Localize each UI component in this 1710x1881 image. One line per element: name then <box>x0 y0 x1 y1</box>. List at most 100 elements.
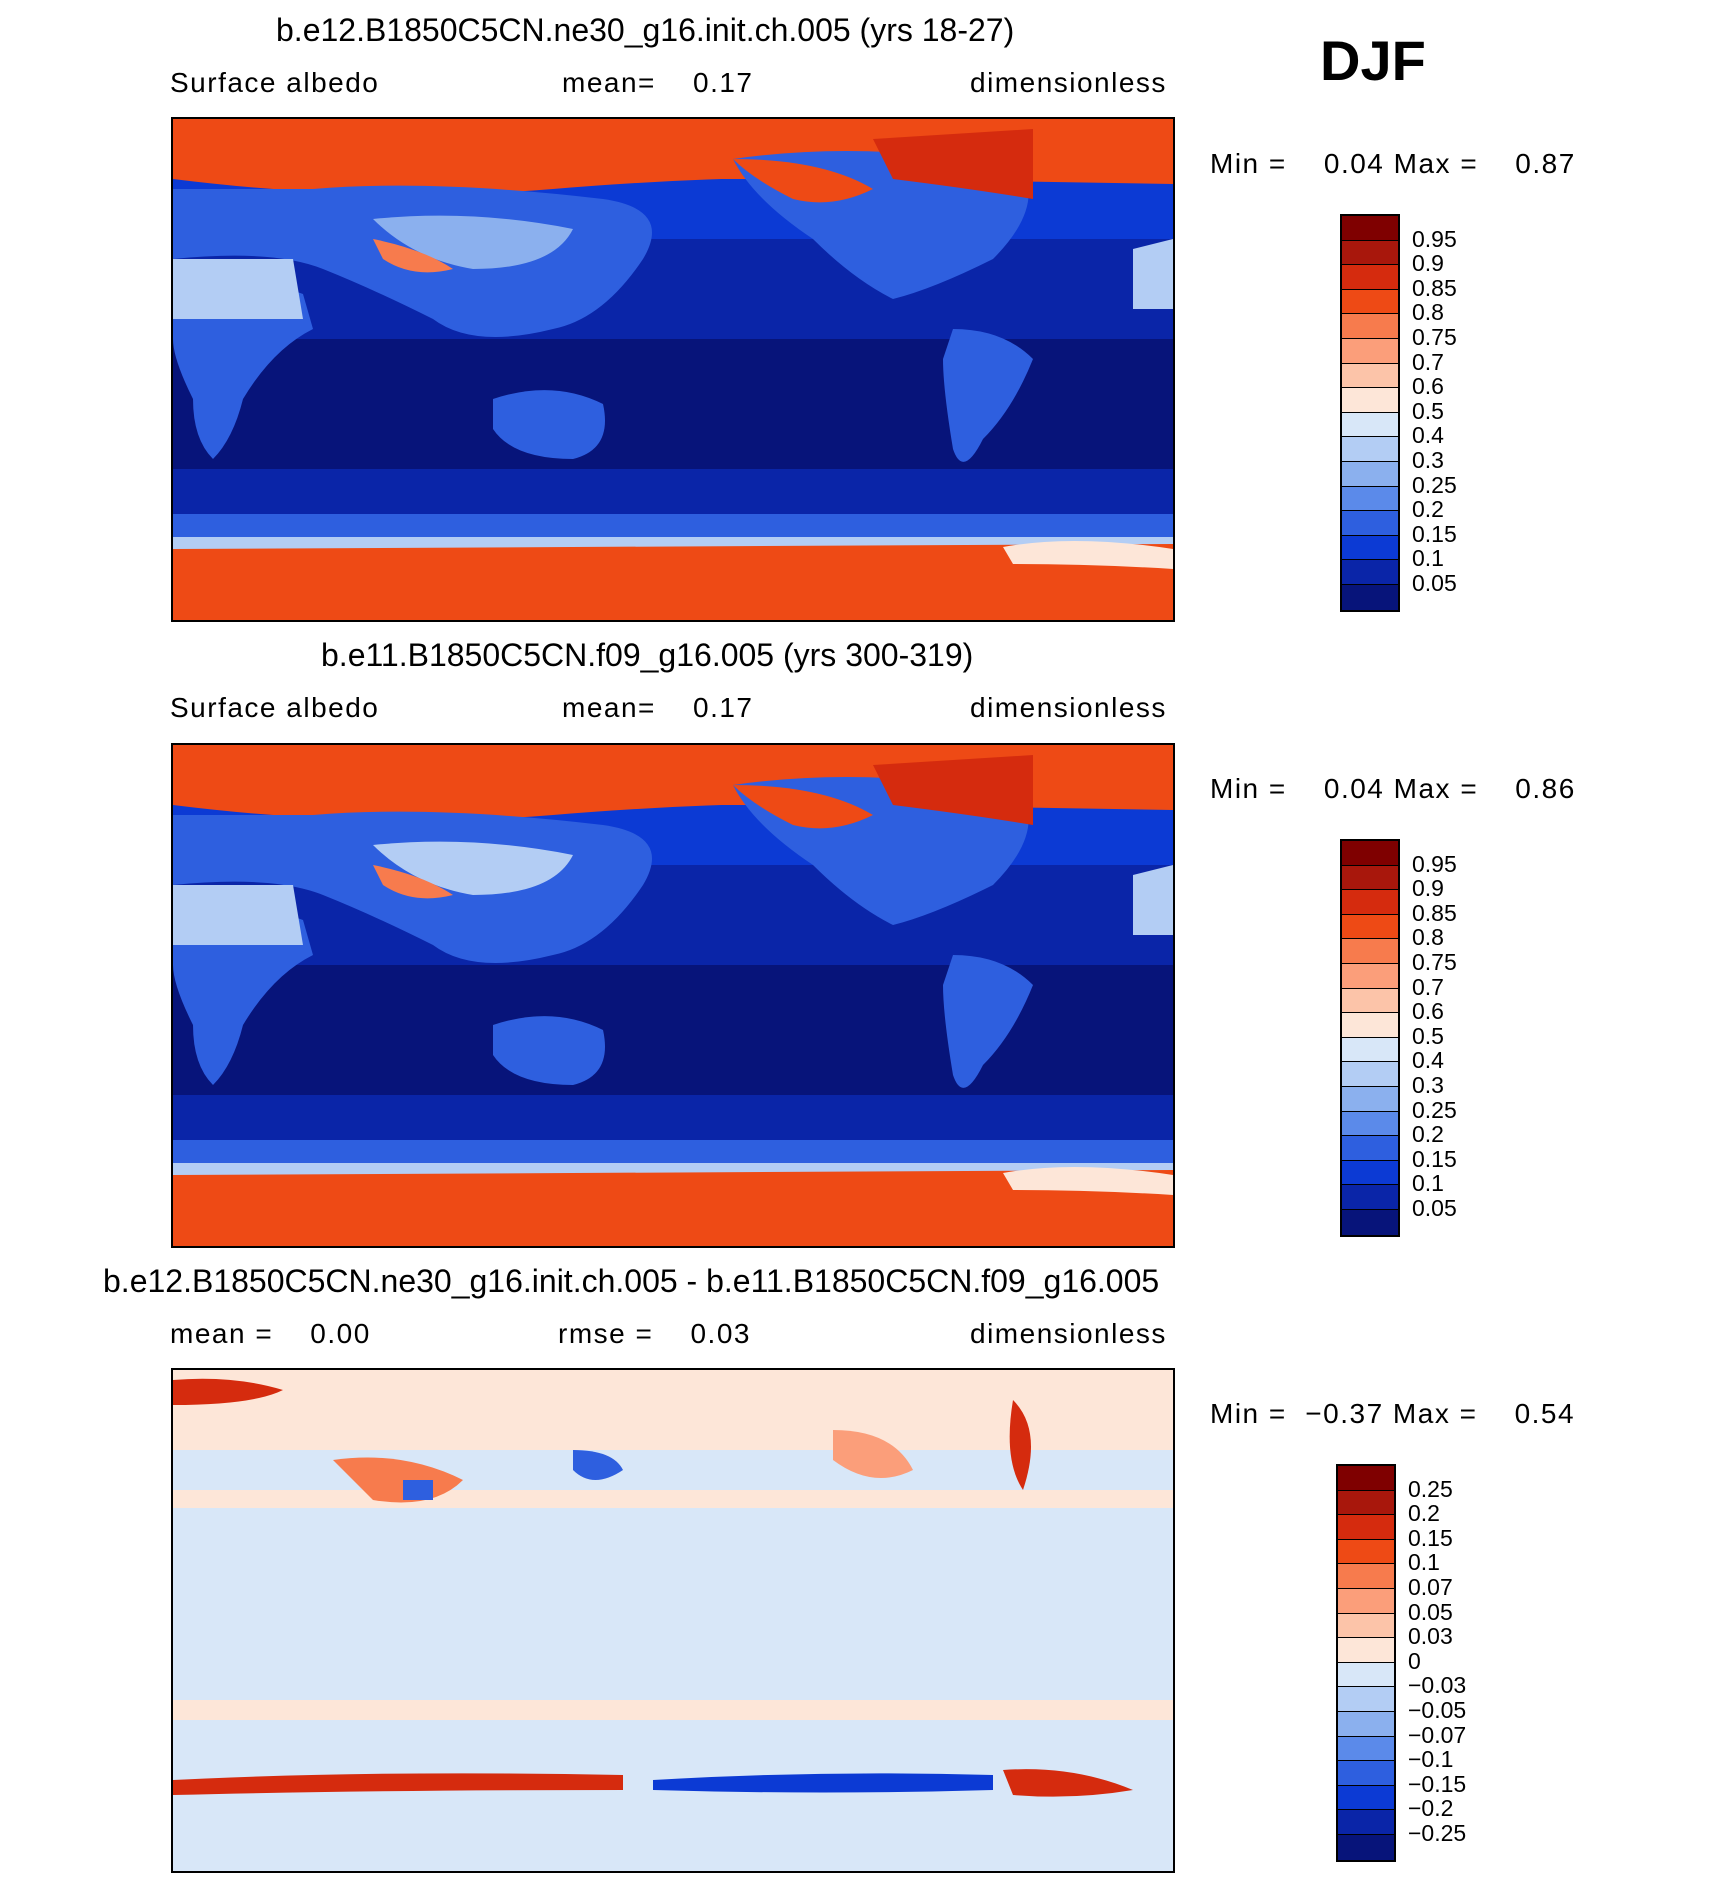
colorbar-tick-label: 0.8 <box>1412 924 1444 951</box>
colorbar-swatch <box>1338 1834 1394 1860</box>
colorbar-swatch <box>1338 1810 1394 1835</box>
colorbar-swatch <box>1338 1687 1394 1712</box>
colorbar-swatch <box>1338 1761 1394 1786</box>
panel-2-map <box>171 743 1175 1248</box>
colorbar-swatch <box>1342 363 1398 389</box>
colorbar-tick-label: 0.9 <box>1412 250 1444 277</box>
colorbar-tick-label: −0.1 <box>1408 1746 1454 1773</box>
sahara <box>173 885 303 945</box>
panel-1-variable: Surface albedo <box>170 67 380 98</box>
colorbar-swatch <box>1338 1466 1394 1491</box>
colorbar-swatch <box>1342 1086 1398 1112</box>
colorbar-tick-label: 0 <box>1408 1647 1421 1674</box>
colorbar-swatch <box>1342 841 1398 866</box>
weddell-positive <box>1003 1769 1133 1797</box>
colorbar-swatch <box>1342 1062 1398 1087</box>
colorbar-swatch <box>1342 890 1398 915</box>
panel-3-minmax: Min = −0.37 Max = 0.54 <box>1210 1398 1576 1429</box>
colorbar-tick-label: −0.25 <box>1408 1820 1467 1846</box>
colorbar-swatch <box>1338 1711 1394 1737</box>
panel-2-colorbar <box>1340 839 1400 1237</box>
colorbar-swatch <box>1342 338 1398 364</box>
colorbar-tick-label: 0.4 <box>1412 422 1444 449</box>
panel-2-units: dimensionless <box>970 692 1167 723</box>
colorbar-swatch <box>1342 939 1398 964</box>
colorbar-swatch <box>1342 584 1398 610</box>
colorbar-swatch <box>1342 560 1398 585</box>
colorbar-tick-label: 0.75 <box>1412 324 1457 350</box>
colorbar-tick-label: 0.6 <box>1412 373 1444 400</box>
colorbar-swatch <box>1342 963 1398 989</box>
greenland-edge-positive <box>1009 1400 1031 1490</box>
colorbar-tick-label: 0.2 <box>1412 496 1444 523</box>
colorbar-tick-label: −0.07 <box>1408 1721 1467 1748</box>
panel-1-units: dimensionless <box>970 67 1167 98</box>
colorbar-tick-label: −0.05 <box>1408 1697 1467 1723</box>
colorbar-tick-label: 0.25 <box>1412 471 1457 498</box>
colorbar-tick-label: −0.03 <box>1408 1672 1467 1699</box>
alaska-snow <box>733 159 873 203</box>
colorbar-swatch <box>1338 1785 1394 1811</box>
colorbar-tick-label: 0.6 <box>1412 998 1444 1025</box>
colorbar-swatch <box>1342 988 1398 1014</box>
colorbar-swatch <box>1342 914 1398 940</box>
colorbar-tick-label: 0.07 <box>1408 1574 1453 1600</box>
colorbar-tick-label: 0.9 <box>1412 875 1444 902</box>
panel-1-title: b.e12.B1850C5CN.ne30_g16.init.ch.005 (yr… <box>276 12 1015 48</box>
colorbar-swatch <box>1338 1613 1394 1639</box>
colorbar-tick-label: 0.7 <box>1412 348 1444 375</box>
colorbar-swatch <box>1342 1111 1398 1137</box>
colorbar-swatch <box>1342 486 1398 512</box>
greenland <box>873 755 1033 825</box>
panel-1-colorbar <box>1340 214 1400 612</box>
kamchatka-negative <box>573 1450 623 1480</box>
colorbar-tick-label: 0.05 <box>1412 1195 1457 1221</box>
colorbar-tick-label: 0.2 <box>1408 1500 1440 1527</box>
greenland <box>873 129 1033 199</box>
colorbar-tick-label: 0.15 <box>1412 1145 1457 1172</box>
colorbar-tick-label: 0.15 <box>1412 520 1457 547</box>
panel-3-units: dimensionless <box>970 1318 1167 1349</box>
colorbar-tick-label: 0.05 <box>1412 570 1457 596</box>
colorbar-swatch <box>1338 1638 1394 1663</box>
colorbar-swatch <box>1342 1185 1398 1210</box>
panel-3-colorbar <box>1336 1464 1396 1862</box>
colorbar-swatch <box>1342 1136 1398 1161</box>
panel-2-title: b.e11.B1850C5CN.f09_g16.005 (yrs 300-319… <box>321 637 974 673</box>
colorbar-swatch <box>1342 412 1398 438</box>
colorbar-swatch <box>1342 437 1398 462</box>
colorbar-swatch <box>1342 1013 1398 1038</box>
colorbar-tick-label: 0.2 <box>1412 1121 1444 1148</box>
sahara-east-wrap <box>1133 239 1173 309</box>
antarctic-positive <box>173 1773 623 1795</box>
colorbar-tick-label: 0.75 <box>1412 949 1457 975</box>
colorbar-swatch <box>1338 1564 1394 1589</box>
colorbar-swatch <box>1342 1037 1398 1063</box>
colorbar-tick-label: 0.4 <box>1412 1047 1444 1074</box>
colorbar-tick-label: 0.85 <box>1412 274 1457 301</box>
colorbar-swatch <box>1342 314 1398 339</box>
colorbar-tick-label: 0.5 <box>1412 1022 1444 1049</box>
colorbar-swatch <box>1338 1736 1394 1762</box>
colorbar-tick-label: 0.1 <box>1408 1549 1440 1576</box>
south-band <box>173 1700 1173 1720</box>
tibet-snow <box>373 239 453 273</box>
south-america <box>943 955 1033 1088</box>
sahara <box>173 259 303 319</box>
panel-2-mean: mean= 0.17 <box>562 692 754 723</box>
tibet-snow <box>373 865 453 899</box>
colorbar-swatch <box>1342 388 1398 413</box>
colorbar-tick-label: 0.1 <box>1412 545 1444 572</box>
colorbar-tick-label: −0.15 <box>1408 1770 1467 1797</box>
asia-negative <box>403 1480 433 1500</box>
colorbar-tick-label: 0.95 <box>1412 850 1457 877</box>
panel-2-map-svg <box>173 745 1173 1246</box>
colorbar-tick-label: 0.25 <box>1412 1096 1457 1123</box>
colorbar-swatch <box>1342 1160 1398 1186</box>
panel-1-minmax: Min = 0.04 Max = 0.87 <box>1210 148 1576 179</box>
colorbar-tick-label: 0.3 <box>1412 1072 1444 1098</box>
antarctic-negative <box>653 1773 993 1793</box>
colorbar-swatch <box>1338 1662 1394 1688</box>
panel-3-map <box>171 1368 1175 1873</box>
siberia-snow <box>373 841 573 895</box>
